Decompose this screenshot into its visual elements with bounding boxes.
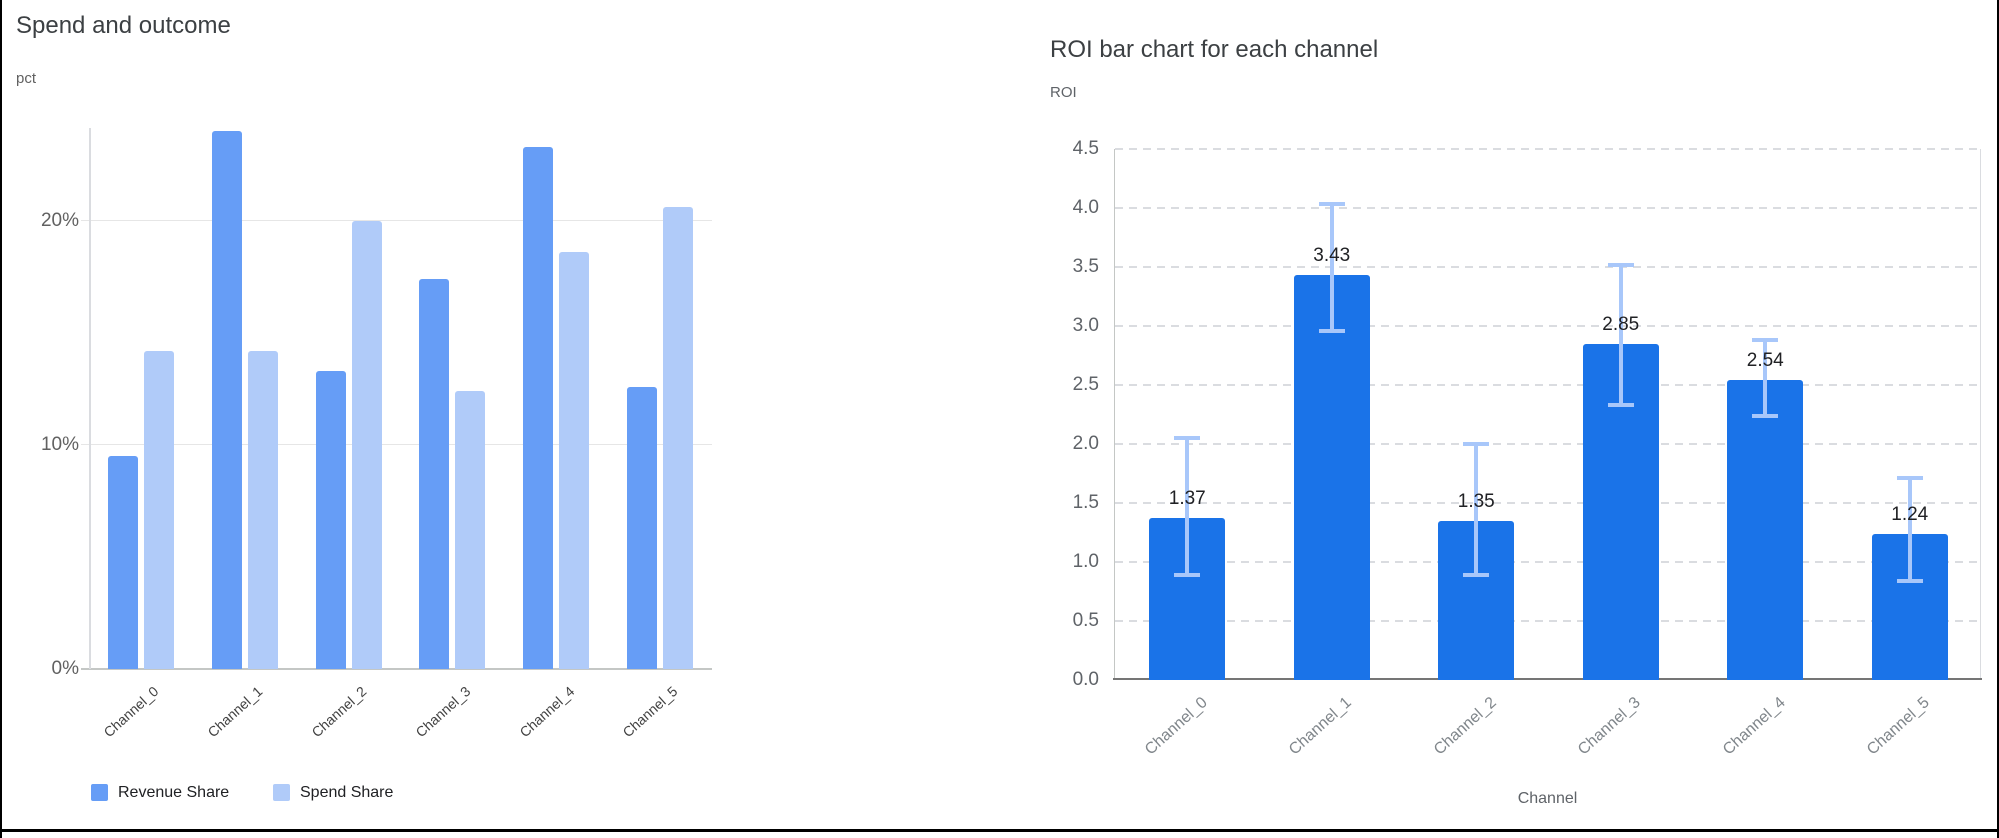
x-axis-line (1113, 678, 1982, 680)
y-tick-label-1.0: 1.0 (1072, 551, 1099, 572)
error-bar-bottom-cap-channel_1 (1318, 328, 1345, 333)
gridline-3.0 (1115, 325, 1982, 327)
y-axis-line (89, 128, 91, 669)
x-tick-label-channel_2: Channel_2 (308, 683, 370, 741)
y-tick-label-1.5: 1.5 (1072, 492, 1099, 513)
gridline-10% (81, 443, 712, 446)
bar-revenue-share-channel_1 (211, 130, 242, 669)
roi-chart-title: ROI bar chart for each channel (1050, 36, 1379, 63)
value-label-channel_4: 2.54 (1746, 350, 1784, 372)
y-tick-label-20%: 20% (40, 209, 79, 231)
error-bar-bottom-cap-channel_4 (1752, 413, 1779, 418)
y-tick-label-3.5: 3.5 (1072, 256, 1099, 277)
value-label-channel_3: 2.85 (1602, 313, 1640, 335)
y-tick-label-10%: 10% (40, 433, 79, 455)
legend-swatch-spend-share (273, 784, 290, 801)
legend-label-revenue-share: Revenue Share (118, 784, 230, 801)
bar-spend-share-channel_3 (455, 391, 486, 669)
roi-x-axis-title: Channel (1517, 790, 1578, 807)
bar-revenue-share-channel_2 (315, 370, 346, 669)
error-bar-channel_1 (1329, 204, 1334, 331)
bar-revenue-share-channel_0 (107, 456, 138, 669)
gridline-2.5 (1115, 384, 1982, 386)
bar-spend-share-channel_2 (351, 220, 382, 669)
legend-label-spend-share: Spend Share (300, 784, 394, 801)
x-tick-label-channel_4: Channel_4 (1719, 694, 1789, 759)
value-label-channel_5: 1.24 (1891, 503, 1929, 525)
error-bar-channel_4 (1763, 340, 1768, 416)
error-bar-channel_3 (1618, 264, 1623, 406)
error-bar-top-cap-channel_5 (1896, 476, 1923, 481)
x-axis-line (81, 668, 712, 670)
error-bar-top-cap-channel_0 (1174, 436, 1201, 441)
legend-swatch-revenue-share (91, 784, 108, 801)
x-tick-label-channel_4: Channel_4 (515, 683, 577, 741)
roi-plot-area: 0.0 0.5 1.0 1.5 2.0 2.5 3.0 3.5 4.0 4.5 1.37 Channe… (1073, 138, 1982, 758)
spend-outcome-plot-area: 0% 10% 20% Channel_0 Channel_1 Channel_2 Chann… (41, 128, 712, 740)
gridline-4.0 (1115, 207, 1982, 209)
y-tick-label-0%: 0% (51, 658, 79, 679)
y-tick-label-3.0: 3.0 (1072, 315, 1099, 336)
x-tick-label-channel_1: Channel_1 (1286, 694, 1356, 759)
y-tick-label-0.5: 0.5 (1072, 610, 1099, 631)
gridline-1.0 (1115, 561, 1982, 563)
bar-roi-channel_1 (1293, 275, 1370, 680)
y-tick-label-2.0: 2.0 (1072, 433, 1099, 454)
value-label-channel_2: 1.35 (1457, 490, 1495, 512)
bar-spend-share-channel_5 (663, 207, 694, 669)
x-tick-label-channel_1: Channel_1 (204, 683, 266, 741)
gridline-0.5 (1115, 620, 1982, 622)
error-bar-top-cap-channel_1 (1318, 202, 1345, 207)
gridline-1.5 (1115, 502, 1982, 504)
gridline-4.5 (1115, 148, 1982, 150)
bar-revenue-share-channel_4 (523, 146, 554, 669)
bar-spend-share-channel_0 (143, 350, 174, 669)
error-bar-channel_5 (1907, 478, 1912, 581)
y-tick-label-4.0: 4.0 (1072, 197, 1099, 218)
x-tick-label-channel_0: Channel_0 (100, 683, 162, 741)
y-tick-label-2.5: 2.5 (1072, 374, 1099, 395)
spend-outcome-title: Spend and outcome (16, 12, 231, 39)
spend-outcome-y-axis-unit: pct (16, 70, 37, 87)
bar-revenue-share-channel_3 (419, 278, 450, 669)
error-bar-bottom-cap-channel_0 (1174, 572, 1201, 577)
x-tick-label-channel_5: Channel_5 (619, 683, 681, 741)
x-tick-label-channel_2: Channel_2 (1430, 694, 1500, 759)
value-label-channel_0: 1.37 (1168, 488, 1206, 510)
error-bar-top-cap-channel_2 (1463, 442, 1490, 446)
x-tick-label-channel_5: Channel_5 (1864, 694, 1934, 759)
error-bar-channel_0 (1185, 438, 1190, 575)
bar-spend-share-channel_4 (559, 251, 590, 669)
error-bar-bottom-cap-channel_5 (1896, 578, 1923, 583)
y-tick-label-4.5: 4.5 (1072, 138, 1099, 159)
bar-spend-share-channel_1 (247, 350, 278, 669)
error-bar-top-cap-channel_3 (1607, 262, 1634, 267)
error-bar-bottom-cap-channel_2 (1463, 572, 1490, 577)
x-tick-label-channel_3: Channel_3 (412, 683, 474, 741)
gridline-2.0 (1115, 443, 1982, 445)
y-tick-label-0.0: 0.0 (1072, 669, 1099, 690)
value-label-channel_1: 3.43 (1313, 245, 1351, 267)
bar-revenue-share-channel_5 (627, 386, 658, 669)
error-bar-top-cap-channel_4 (1752, 338, 1779, 343)
error-bar-bottom-cap-channel_3 (1607, 403, 1634, 408)
error-bar-channel_2 (1474, 444, 1479, 575)
roi-y-axis-title: ROI (1050, 84, 1077, 101)
bar-roi-channel_4 (1727, 380, 1804, 680)
x-tick-label-channel_3: Channel_3 (1575, 694, 1645, 759)
x-tick-label-channel_0: Channel_0 (1141, 694, 1211, 759)
gridline-20% (81, 219, 712, 222)
window-bottom-border (2, 829, 1997, 832)
gridline-3.5 (1115, 266, 1982, 268)
